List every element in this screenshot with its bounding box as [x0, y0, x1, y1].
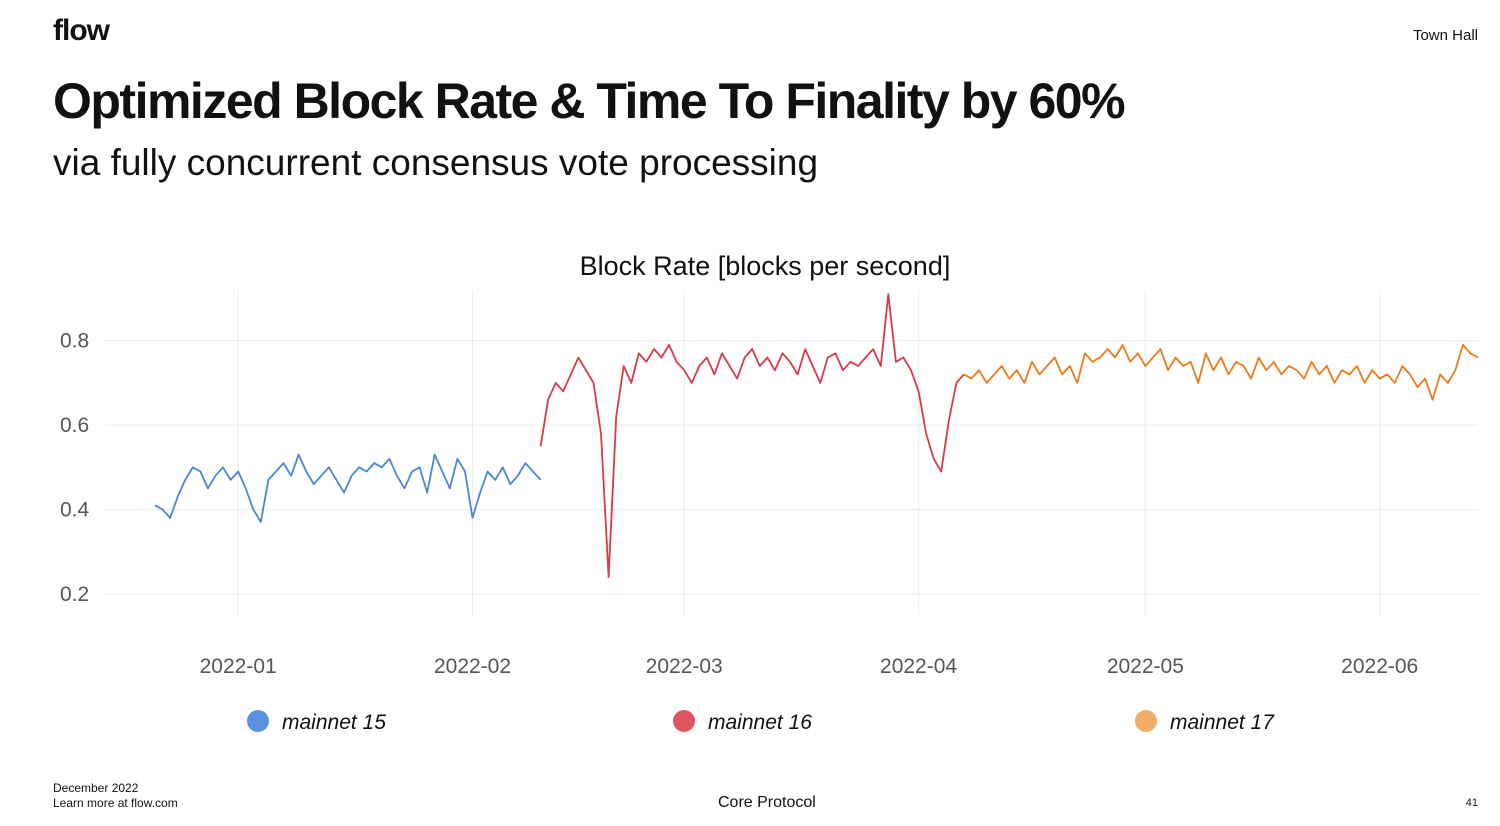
chart-grid	[105, 290, 1478, 615]
slide-title: Optimized Block Rate & Time To Finality …	[53, 73, 1126, 129]
page-number: 41	[1465, 797, 1478, 809]
legend-label: mainnet 16	[708, 711, 812, 734]
y-tick-label: 0.4	[60, 498, 90, 521]
legend-marker	[1135, 710, 1157, 732]
footer-left: December 2022 Learn more at flow.com	[53, 781, 178, 811]
chart-lines	[154, 293, 1479, 578]
footer-section: Core Protocol	[718, 794, 816, 811]
x-tick-label: 2022-01	[200, 655, 277, 678]
y-tick-label: 0.2	[60, 583, 89, 606]
series-line-mainnet-15	[154, 453, 542, 524]
legend-label: mainnet 15	[282, 711, 386, 734]
x-tick-label: 2022-03	[646, 655, 723, 678]
y-tick-label: 0.8	[60, 330, 89, 353]
series-line-mainnet-16	[539, 293, 965, 578]
series-line-mainnet-17	[963, 344, 1479, 401]
x-tick-label: 2022-02	[434, 655, 511, 678]
chart-title: Block Rate [blocks per second]	[580, 251, 951, 281]
y-axis: 0.2 0.4 0.6 0.8	[60, 330, 90, 606]
legend-marker	[673, 710, 695, 732]
y-tick-label: 0.6	[60, 414, 89, 437]
slide-subtitle: via fully concurrent consensus vote proc…	[53, 142, 819, 183]
x-tick-label: 2022-05	[1107, 655, 1184, 678]
legend-label: mainnet 17	[1170, 711, 1275, 734]
legend-marker	[247, 710, 269, 732]
x-tick-label: 2022-06	[1341, 655, 1418, 678]
x-axis: 2022-01 2022-02 2022-03 2022-04 2022-05 2022-…	[200, 655, 1419, 678]
block-rate-chart: Block Rate [blocks per second] 0.2 0.4 0.6…	[60, 251, 1479, 734]
chart-legend: mainnet 15 mainnet 16 mainnet 17	[247, 710, 1275, 734]
x-tick-label: 2022-04	[880, 655, 957, 678]
flow-logo: flow	[53, 14, 110, 47]
event-label: Town Hall	[1412, 27, 1478, 44]
footer-link[interactable]: Learn more at flow.com	[53, 796, 178, 810]
footer-date: December 2022	[53, 781, 139, 795]
